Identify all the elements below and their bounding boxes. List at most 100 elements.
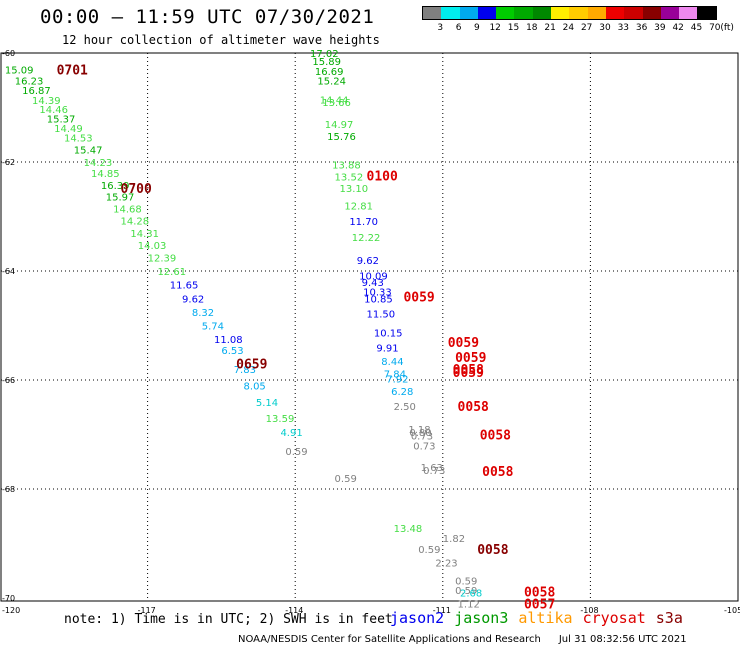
color-scale-legend: 3 6 9 12 15 18 21 24 27 30 33 36 39 42 45 70 (ft) (422, 6, 734, 34)
wave-height-value: 17.02 (310, 49, 339, 60)
wave-height-value: 13.48 (394, 524, 423, 535)
wave-height-value: 15.09 (5, 65, 34, 76)
color-scale-swatch (660, 7, 680, 19)
pass-time-labels: 0701070006590100005900590059005800590058… (57, 63, 556, 612)
longitude-label: -105 (724, 606, 740, 615)
wave-height-value: 13.88 (332, 161, 361, 172)
pass-time-label: 0659 (236, 358, 267, 373)
wave-height-values: 15.0916.2316.8714.3914.4615.3714.4914.53… (5, 49, 482, 610)
wave-height-value: 1.82 (443, 534, 465, 545)
color-scale-swatches (422, 6, 717, 20)
latitude-label: -60 (2, 49, 15, 58)
latitude-label: -64 (2, 267, 15, 276)
color-scale-swatch (496, 7, 515, 19)
color-scale-swatch (624, 7, 643, 19)
wave-height-value: 0.59 (455, 586, 477, 597)
satellite-s3a: s3a (655, 609, 683, 627)
wave-height-value: 11.08 (214, 335, 243, 346)
wave-height-value: 15.37 (47, 114, 76, 125)
color-scale-tick: 30 (599, 23, 611, 33)
wave-height-value: 1.12 (458, 599, 480, 610)
satellite-jason2: jason2 (390, 609, 445, 627)
wave-height-value: 1.63 (421, 463, 443, 474)
longitude-label: -108 (580, 606, 598, 615)
longitude-label: -117 (138, 606, 156, 615)
generated-timestamp: Jul 31 08:32:56 UTC 2021 (558, 634, 687, 645)
wave-height-value: 14.49 (54, 124, 83, 135)
wave-height-value: 12.39 (148, 253, 177, 264)
wave-height-value: 12.22 (352, 233, 381, 244)
wave-height-value: 14.31 (130, 229, 159, 240)
wave-height-value: 1.18 (408, 425, 430, 436)
wave-height-value: 12.61 (157, 267, 186, 278)
longitude-label: -120 (2, 606, 20, 615)
wave-height-value: 12.81 (344, 202, 373, 213)
latitude-label: -68 (2, 485, 15, 494)
color-scale-tick: 27 (580, 23, 593, 33)
wave-height-value: 2.68 (460, 589, 482, 600)
color-scale-swatch (697, 7, 716, 19)
wave-height-value: 9.91 (376, 343, 398, 354)
wave-height-value: 14.46 (39, 105, 68, 116)
wave-height-value: 13.10 (339, 184, 368, 195)
color-scale-swatch (423, 7, 442, 19)
wave-height-value: 15.47 (74, 145, 103, 156)
latitude-label: -66 (2, 376, 15, 385)
wave-height-value: 13.59 (266, 414, 295, 425)
wave-height-value: 2.23 (435, 559, 457, 570)
color-scale-tick: 21 (544, 23, 556, 33)
longitude-label: -114 (285, 606, 303, 615)
color-scale-tick: 24 (562, 23, 575, 33)
color-scale-swatch (551, 7, 570, 19)
color-scale-swatch (569, 7, 588, 19)
credit-text: NOAA/NESDIS Center for Satellite Applica… (238, 634, 541, 645)
pass-time-label: 0058 (524, 585, 555, 600)
wave-height-value: 0.73 (423, 466, 445, 477)
color-scale-tick: 9 (474, 23, 480, 33)
wave-height-value: 14.39 (32, 96, 61, 107)
wave-height-value: 16.23 (15, 76, 44, 87)
color-scale-tick: 3 (437, 23, 444, 33)
wave-height-value: 0.80 (409, 428, 431, 439)
wave-height-value: 14.28 (121, 216, 150, 227)
color-scale-swatch (477, 7, 497, 19)
wave-height-value: 16.87 (22, 86, 51, 97)
wave-height-value: 14.03 (138, 241, 167, 252)
graticule (1, 53, 738, 601)
wave-height-value: 14.97 (325, 120, 354, 131)
credit-footer: NOAA/NESDIS Center for Satellite Applica… (238, 634, 687, 645)
color-scale-tick: 42 (672, 23, 684, 33)
color-scale-tick: 45 (690, 23, 703, 33)
satellite-jason3: jason3 (454, 609, 509, 627)
wave-height-value: 6.28 (391, 387, 413, 398)
pass-time-label: 0057 (524, 597, 555, 612)
wave-height-value: 14.85 (91, 169, 120, 180)
wave-height-value: 15.97 (106, 192, 135, 203)
pass-time-label: 0058 (482, 465, 513, 480)
wave-height-value: 8.44 (381, 357, 403, 368)
pass-time-label: 0059 (448, 336, 479, 351)
wave-height-value: 9.62 (357, 256, 379, 267)
color-scale-tick: 15 (507, 23, 520, 33)
wave-height-value: 8.05 (244, 381, 266, 392)
pass-time-label: 0058 (458, 400, 489, 415)
wave-height-value: 13.52 (335, 173, 364, 184)
wave-height-value: 16.69 (315, 67, 344, 78)
pass-time-label: 0058 (480, 429, 511, 444)
pass-time-label: 0700 (121, 182, 152, 197)
wave-height-value: 10.15 (374, 329, 403, 340)
color-scale-swatch (679, 7, 698, 19)
wave-height-value: 9.62 (182, 294, 204, 305)
satellite-legend: jason2 jason3 altika cryosat s3a (390, 609, 693, 627)
color-scale-swatch (605, 7, 625, 19)
latitude-label: -62 (2, 158, 15, 167)
latitude-label: -70 (2, 594, 15, 603)
pass-time-label: 0100 (367, 170, 398, 185)
wave-height-value: 14.44 (320, 95, 349, 106)
color-scale-swatch (532, 7, 552, 19)
wave-height-value: 5.74 (202, 322, 224, 333)
color-scale-tick: 12 (489, 23, 501, 33)
wave-height-value: 5.14 (256, 398, 278, 409)
wave-height-value: 2.50 (394, 402, 416, 413)
